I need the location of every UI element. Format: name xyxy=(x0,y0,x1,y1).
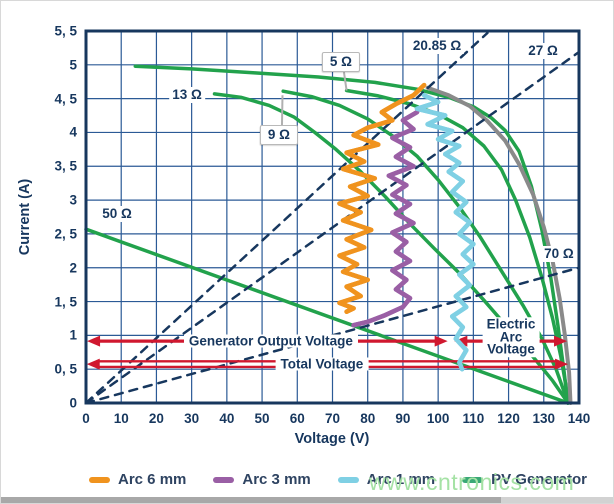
x-tick-label: 30 xyxy=(184,411,200,426)
y-axis-title: Current (A) xyxy=(17,178,33,256)
x-tick-label: 50 xyxy=(254,411,270,426)
legend-item: Arc 1 mm xyxy=(337,471,436,488)
x-tick-label: 140 xyxy=(567,411,591,426)
label-leader-line xyxy=(280,95,284,126)
series-arc-3mm-top xyxy=(351,109,420,328)
generator-output-voltage-arrow-left-arrowhead xyxy=(87,335,101,347)
total-voltage-label: Total Voltage xyxy=(275,357,369,371)
bottom-scrollbar xyxy=(1,497,501,503)
resistance-label: 27 Ω xyxy=(525,43,561,60)
resistance-label: 9 Ω xyxy=(259,125,299,146)
x-tick-label: 80 xyxy=(360,411,376,426)
legend-label: PV Generator xyxy=(491,471,587,488)
electric-arc-voltage-line1: Electric xyxy=(486,316,536,332)
legend-label: Arc 1 mm xyxy=(366,471,436,488)
y-tick-label: 1, 5 xyxy=(54,294,77,310)
electric-arc-voltage-line3: Voltage xyxy=(487,341,535,357)
plot-frame xyxy=(84,29,581,405)
series-arc-curve-5-ohm xyxy=(344,88,570,405)
legend-swatch-icon xyxy=(89,476,110,483)
x-tick-label: 130 xyxy=(532,411,556,426)
y-tick-label: 4 xyxy=(69,124,77,140)
x-tick-label: 120 xyxy=(497,411,520,426)
x-axis-title: Voltage (V) xyxy=(294,431,370,447)
legend-label: Arc 3 mm xyxy=(242,471,311,488)
legend-swatch-icon xyxy=(462,476,484,483)
watermark: www.cntronics.com xyxy=(369,469,575,495)
x-tick-label: 10 xyxy=(113,411,129,426)
series-arc-curve-20-85-ohm xyxy=(425,85,573,405)
generator-output-voltage-arrow-right-arrowhead xyxy=(434,335,448,347)
resistance-label: 13 Ω xyxy=(169,86,205,103)
electric-arc-voltage-arrow-right-arrowhead xyxy=(554,335,568,347)
y-tick-label: 5, 5 xyxy=(54,23,77,39)
total-voltage-arrow-left-arrowhead xyxy=(86,358,100,370)
x-tick-label: 110 xyxy=(462,411,485,426)
series-arc-1mm-top xyxy=(414,93,476,372)
series-load-line-27-ohm xyxy=(84,50,581,405)
y-tick-label: 1 xyxy=(69,327,77,343)
y-tick-label: 3 xyxy=(69,192,77,208)
y-tick-label: 5 xyxy=(69,57,77,73)
resistance-label: 5 Ω xyxy=(321,52,360,73)
legend-item: Arc 6 mm xyxy=(89,471,186,488)
legend-item: Arc 3 mm xyxy=(213,471,311,488)
y-tick-label: 0 xyxy=(69,395,77,411)
electric-arc-voltage-line2: Arc xyxy=(499,328,523,344)
electric-arc-voltage-label: Electric Arc Voltage xyxy=(482,316,540,357)
resistance-label: 50 Ω xyxy=(99,206,135,223)
x-tick-label: 20 xyxy=(148,411,164,426)
series-pv-generator xyxy=(133,64,570,405)
legend-swatch-icon xyxy=(337,476,359,483)
series-arc-curve-50-ohm xyxy=(84,227,570,405)
resistance-label: 20.85 Ω xyxy=(409,37,465,54)
x-tick-label: 70 xyxy=(324,411,341,426)
generator-output-voltage-label: Generator Output Voltage xyxy=(183,334,358,348)
y-tick-label: 3, 5 xyxy=(54,158,77,174)
label-leader-line xyxy=(342,71,348,91)
legend: Arc 6 mm Arc 3 mm Arc 1 mm PV Generator xyxy=(89,471,587,488)
y-tick-label: 2 xyxy=(69,260,77,276)
x-tick-label: 60 xyxy=(289,411,305,426)
y-tick-label: 4, 5 xyxy=(54,91,77,107)
x-tick-label: 100 xyxy=(426,411,450,426)
series-arc-6mm-top xyxy=(337,82,427,314)
resistance-label: 70 Ω xyxy=(541,246,577,263)
bottom-scrollbar-track xyxy=(501,497,613,503)
x-tick-label: 0 xyxy=(82,411,90,426)
legend-swatch-icon xyxy=(213,476,235,483)
x-tick-label: 90 xyxy=(395,411,411,426)
y-tick-label: 2, 5 xyxy=(54,226,77,242)
legend-item: PV Generator xyxy=(462,471,587,488)
legend-label: Arc 6 mm xyxy=(118,471,187,488)
total-voltage-arrow-right-arrowhead xyxy=(555,358,569,370)
y-tick-label: 0, 5 xyxy=(54,361,77,377)
x-tick-label: 40 xyxy=(219,411,235,426)
